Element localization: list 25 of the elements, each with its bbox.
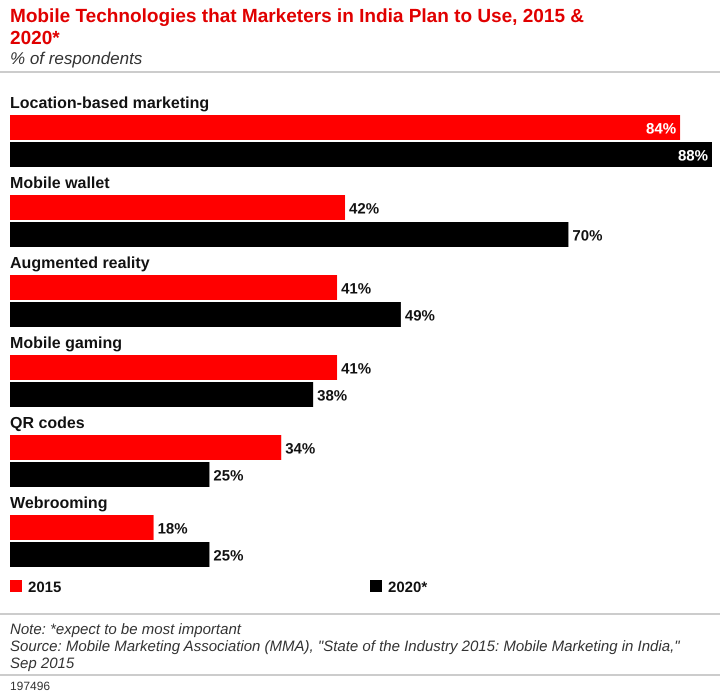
data-label: 49% [404, 308, 435, 324]
y-tick-label: Mobile gaming [10, 335, 122, 352]
source-note: Source: Mobile Marketing Association (MMA), "State of the Industry 2015: Mobile Marketing in India," Sep 2015 [10, 638, 680, 672]
text: 197496 [10, 679, 50, 693]
data-label: 18% [158, 520, 188, 538]
data-label: 38% [317, 388, 348, 404]
data-label: 25% [213, 548, 244, 564]
data-label: 25% [213, 468, 244, 484]
data-label: 70% [572, 228, 602, 244]
data-label: 42% [349, 200, 380, 218]
y-tick-label: QR codes [10, 415, 85, 432]
data-label: 84% [646, 120, 676, 138]
legend-label: 2020* [388, 579, 428, 596]
data-label: 41% [341, 360, 372, 378]
y-tick-label: Mobile wallet [10, 175, 110, 192]
data-label: 41% [341, 280, 372, 298]
chart-subtitle: % of respondents [10, 49, 143, 68]
chart-title: Mobile Technologies that Marketers in India Plan to Use, 2015 & 2020* [10, 6, 584, 49]
data-label: 34% [285, 440, 316, 458]
data-label: 88% [678, 148, 708, 164]
y-tick-label: Location-based marketing [10, 95, 210, 112]
legend-label: 2015 [28, 579, 62, 596]
y-tick-label: Webrooming [10, 495, 108, 512]
text: Note: *expect to be most important [10, 621, 242, 638]
y-tick-label: Augmented reality [10, 255, 150, 272]
